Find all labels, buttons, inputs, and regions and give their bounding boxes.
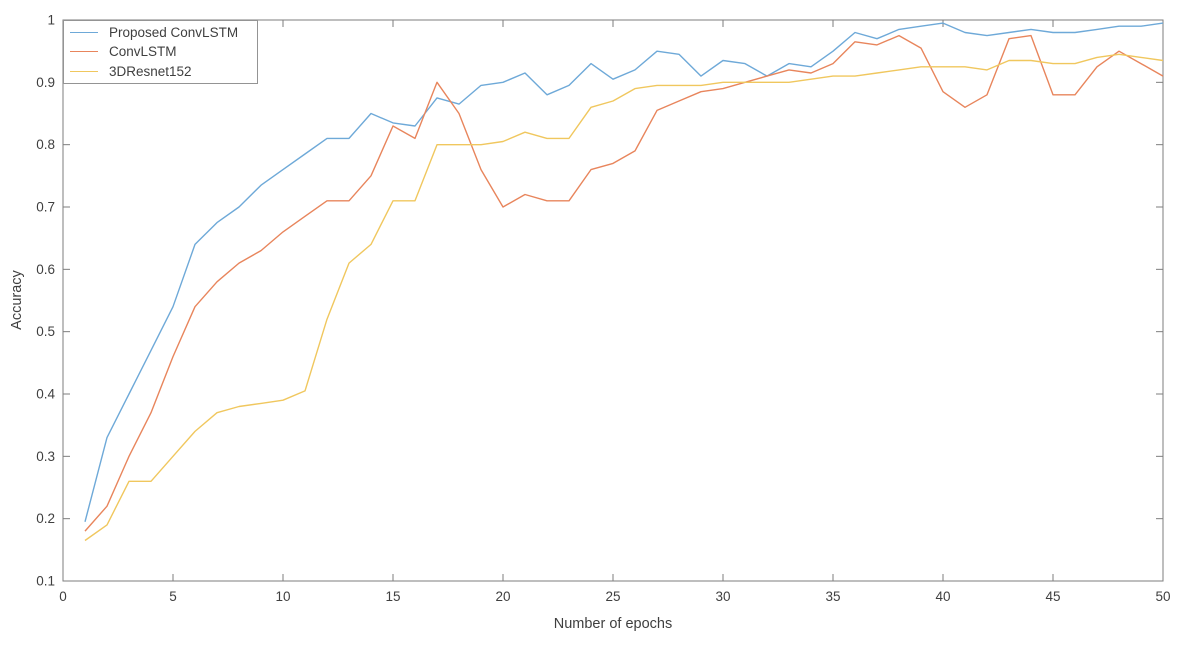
series-line-1 — [84, 34, 1164, 532]
y-tick-label: 0.8 — [36, 137, 55, 152]
series-line-2 — [84, 53, 1164, 542]
x-axis-label: Number of epochs — [553, 616, 673, 632]
y-tick-label: 0.2 — [36, 511, 55, 526]
y-tick-label: 0.1 — [36, 574, 55, 589]
axes-box — [62, 19, 1164, 582]
legend-entry-2: 3DResnet152 — [64, 65, 257, 79]
x-tick-label: 15 — [385, 589, 400, 604]
legend-line-sample — [70, 70, 98, 72]
legend-entry-1: ConvLSTM — [64, 45, 257, 59]
x-tick-label: 40 — [935, 589, 950, 604]
legend-label: Proposed ConvLSTM — [109, 24, 239, 40]
x-tick-label: 30 — [715, 589, 730, 604]
legend-line-sample — [70, 32, 98, 34]
legend-entry-0: Proposed ConvLSTM — [64, 26, 257, 40]
x-tick-label: 0 — [59, 589, 67, 604]
x-tick-label: 35 — [825, 589, 840, 604]
y-tick-label: 0.4 — [36, 387, 55, 402]
series-line-0 — [84, 22, 1164, 522]
y-tick-label: 0.7 — [36, 200, 55, 215]
legend: Proposed ConvLSTM ConvLSTM 3DResnet152 — [63, 20, 258, 84]
x-tick-label: 25 — [605, 589, 620, 604]
x-tick-label: 20 — [495, 589, 510, 604]
y-tick-label: 0.6 — [36, 262, 55, 277]
y-tick-label: 0.9 — [36, 75, 55, 90]
legend-label: 3DResnet152 — [109, 63, 192, 79]
x-tick-label: 50 — [1155, 589, 1170, 604]
y-axis-label: Accuracy — [9, 270, 25, 330]
y-tick-label: 0.5 — [36, 324, 55, 339]
x-tick-label: 10 — [275, 589, 290, 604]
legend-line-sample — [70, 51, 98, 53]
legend-label: ConvLSTM — [109, 44, 177, 60]
x-tick-label: 5 — [169, 589, 177, 604]
y-tick-label: 0.3 — [36, 449, 55, 464]
x-tick-label: 45 — [1045, 589, 1060, 604]
y-tick-label: 1 — [47, 13, 55, 28]
